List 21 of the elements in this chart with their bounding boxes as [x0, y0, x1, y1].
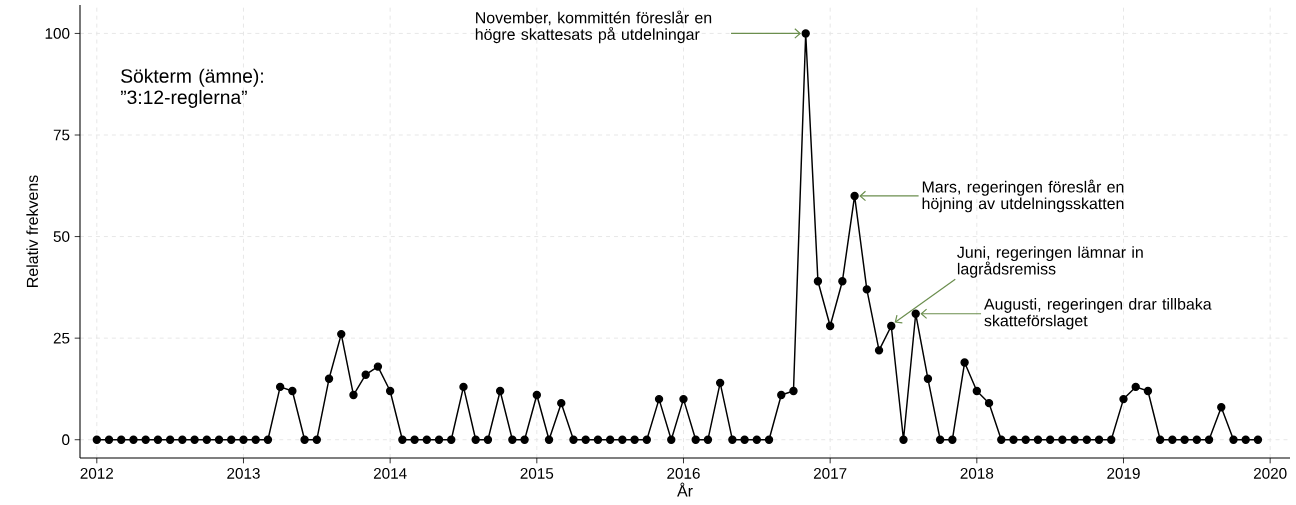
y-tick-label: 0 — [62, 434, 70, 446]
annotation: Augusti, regeringen drar tillbaka skatteförslaget — [984, 298, 1212, 330]
annotation: Mars, regeringen föreslår en höjning av utdelningsskatten — [922, 179, 1124, 213]
y-tick-label: 25 — [53, 332, 70, 344]
y-tick-label: 50 — [53, 231, 70, 242]
x-tick-label: 2017 — [813, 468, 847, 479]
y-tick-label: 75 — [53, 129, 70, 141]
annotation: November, kommittén föreslår en högre skattesats på utdelningar — [475, 10, 712, 44]
annotation: Juni, regeringen lämnar in lagrådsremiss — [957, 246, 1143, 278]
x-tick-label: 2014 — [373, 468, 407, 479]
y-axis-title: Relativ frekvens — [26, 175, 39, 287]
annotation: Sökterm (ämne): ”3:12-reglerna” — [120, 68, 263, 108]
x-tick-label: 2012 — [80, 468, 114, 479]
x-tick-label: 2020 — [1253, 468, 1287, 479]
x-tick-label: 2013 — [227, 468, 260, 479]
x-tick-label: 2016 — [667, 468, 700, 479]
x-tick-label: 2015 — [520, 468, 554, 479]
y-tick-label: 100 — [45, 28, 70, 39]
x-tick-label: 2018 — [960, 468, 994, 479]
x-axis-title: År — [677, 482, 693, 497]
x-tick-label: 2019 — [1107, 468, 1140, 479]
